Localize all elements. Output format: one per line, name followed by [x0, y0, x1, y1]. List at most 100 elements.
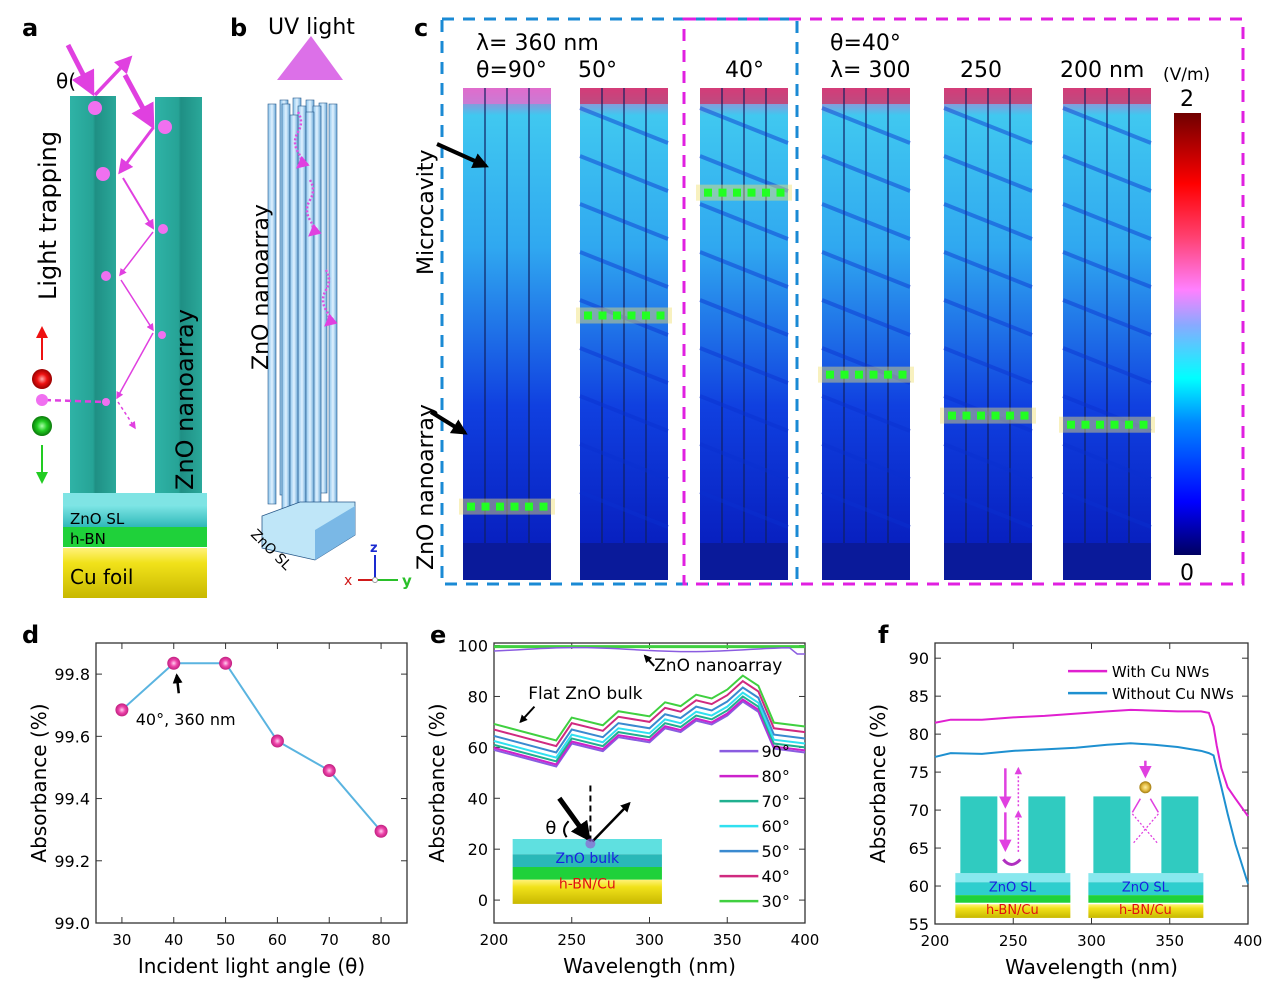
zno-nanoarray-label-a: ZnO nanoarray: [171, 309, 199, 490]
interface-marker: [1020, 411, 1029, 420]
interface-marker: [481, 502, 490, 511]
field-map-title: 200 nm: [1060, 58, 1144, 83]
field-stripe: [821, 394, 911, 433]
interface-marker: [733, 188, 741, 197]
annotation-arrow-nanoarray: [643, 654, 655, 667]
x-tick-label: 60: [268, 931, 287, 949]
inset-zno-bulk: [512, 854, 662, 867]
x-tick-label: 50: [216, 931, 235, 949]
y-tick-label: 0: [478, 891, 488, 910]
x-tick-label: 400: [1234, 932, 1263, 950]
inset-cu: [512, 879, 662, 904]
x-tick-label: 70: [320, 931, 339, 949]
chart-f: 200 250 300 350 400 55 60 65 70 75 80 85 90 Wavelengt…: [866, 621, 1262, 979]
y-tick-label: 99.8: [54, 665, 90, 684]
scatter-paths: [1131, 813, 1159, 845]
field-stripe: [943, 298, 1033, 337]
field-map-substrate: [944, 543, 1032, 580]
panel-label-c: c: [414, 14, 428, 42]
layer-label-cu-foil: Cu foil: [70, 565, 133, 589]
interface-marker: [598, 311, 607, 320]
y-tick-label: 40: [468, 789, 488, 808]
inset-label-zno-sl: ZnO SL: [1122, 880, 1170, 895]
field-stripe: [1062, 442, 1152, 481]
x-tick-label: 300: [1077, 932, 1106, 950]
y-tick-label: 60: [468, 738, 488, 757]
field-stripe: [579, 394, 669, 433]
field-stripe: [699, 490, 789, 529]
interface-marker: [869, 370, 878, 379]
legend-label: 30°: [761, 892, 789, 911]
panel-label: e: [430, 621, 446, 649]
field-stripe: [943, 346, 1033, 385]
data-point: [219, 656, 233, 670]
hole-arrowhead: [36, 472, 48, 484]
legend-label: 50°: [761, 842, 789, 861]
interface-marker: [525, 502, 533, 511]
legend-label: 80°: [761, 767, 789, 786]
photon-bursts: [36, 101, 172, 406]
x-tick-label: 200: [921, 932, 950, 950]
field-stripe: [943, 154, 1033, 193]
data-point: [322, 764, 336, 778]
field-stripe: [579, 106, 669, 145]
interface-marker: [1081, 420, 1090, 429]
inset-rod-left: [1093, 796, 1131, 874]
nanorod-right: [155, 97, 202, 497]
field-map-title: 50°: [578, 58, 617, 83]
interface-marker: [510, 502, 519, 511]
group-left-title: λ= 360 nm: [476, 31, 599, 56]
group-box-fixed-angle: [682, 17, 1245, 586]
series-line-2: [493, 695, 806, 763]
interface-marker: [855, 370, 863, 379]
x-tick-label: 30: [112, 931, 131, 949]
axis-triad-icon: z x y: [344, 541, 412, 590]
inset-zno-sl: [1088, 882, 1204, 896]
field-stripe: [579, 250, 669, 289]
inset-zno-sl: [955, 882, 1071, 896]
field-stripe: [1062, 106, 1152, 145]
x-tick-label: 80: [372, 931, 391, 949]
legend-label: 40°: [761, 867, 789, 886]
interface-marker: [898, 370, 907, 379]
interface-marker: [962, 411, 971, 420]
series-line-3: [493, 691, 806, 759]
field-stripe: [821, 490, 911, 529]
inset-sl-top: [955, 873, 1071, 883]
cu-nanowire-icon: [1139, 781, 1152, 794]
zno-nanoarray-label-c: ZnO nanoarray: [414, 404, 439, 570]
interface-marker: [991, 411, 1000, 420]
colorbar-unit: (V/m): [1163, 65, 1210, 85]
field-stripe: [943, 202, 1033, 241]
interface-marker: [1125, 420, 1133, 429]
inset-hbn: [1088, 895, 1204, 903]
interface-marker: [948, 411, 956, 420]
inset-hbn: [512, 867, 662, 880]
interface-marker: [1067, 420, 1075, 429]
interface-marker: [704, 188, 712, 197]
field-map-title: 40°: [725, 58, 764, 83]
field-map-substrate: [700, 543, 788, 580]
inset-label-zno-sl: ZnO SL: [989, 880, 1037, 895]
series-line-5: [493, 679, 806, 748]
y-tick-label: 80: [909, 725, 929, 744]
field-stripe: [699, 442, 789, 481]
field-stripe: [821, 250, 911, 289]
field-map-substrate: [580, 543, 668, 580]
x-axis-label: Wavelength (nm): [1005, 955, 1178, 979]
group-right-title: θ=40°: [830, 31, 901, 56]
nanorod-left: [70, 96, 116, 496]
data-point: [374, 824, 388, 838]
interface-marker: [627, 311, 636, 320]
y-tick-label: 60: [909, 877, 929, 896]
series-line-1: [934, 742, 1249, 885]
field-stripe: [579, 442, 669, 481]
interface-marker: [826, 370, 834, 379]
field-stripe: [699, 202, 789, 241]
panel-a: a ZnO SL h-BN Cu foil θ( Light trapping …: [22, 14, 207, 598]
colorbar-max: 2: [1180, 87, 1194, 112]
field-stripe: [699, 154, 789, 193]
uv-light-arrow-icon: [277, 36, 343, 80]
zno-sl-base-side: [315, 506, 355, 560]
